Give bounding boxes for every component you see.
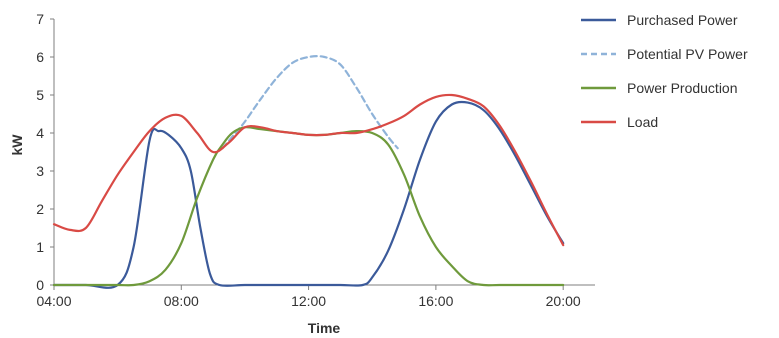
legend-label-potential-pv-power: Potential PV Power [627, 46, 748, 62]
x-axis-label: Time [308, 320, 341, 336]
x-tick-label: 08:00 [164, 293, 199, 309]
y-tick-label: 6 [36, 49, 44, 65]
y-tick-label: 3 [36, 163, 44, 179]
legend-label-purchased-power: Purchased Power [627, 12, 738, 28]
y-tick-label: 4 [36, 125, 44, 141]
x-tick-label: 20:00 [546, 293, 581, 309]
series-layer [54, 56, 563, 288]
y-tick-label: 5 [36, 87, 44, 103]
series-line-load [54, 95, 563, 245]
y-tick-label: 2 [36, 201, 44, 217]
y-axis-title: kW [9, 134, 25, 156]
x-tick-label: 12:00 [291, 293, 326, 309]
legend-label-load: Load [627, 114, 658, 130]
legend-label-power-production: Power Production [627, 80, 738, 96]
x-tick-label: 04:00 [36, 293, 71, 309]
y-axis-label: kW [9, 134, 25, 156]
y-tick-label: 7 [36, 11, 44, 27]
x-tick-label: 16:00 [418, 293, 453, 309]
y-tick-label: 0 [36, 277, 44, 293]
y-tick-label: 1 [36, 239, 44, 255]
legend: Purchased Power Potential PV Power Power P… [581, 12, 748, 130]
series-line-purchased-power [54, 102, 563, 288]
